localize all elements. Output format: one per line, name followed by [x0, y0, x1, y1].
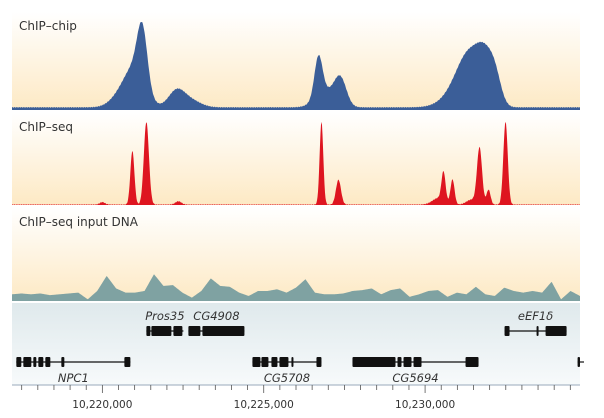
- gene-label: eEF1δ: [518, 309, 553, 323]
- exon: [61, 357, 65, 367]
- gene-CG5694: CG5694: [352, 357, 479, 385]
- exon: [413, 357, 422, 367]
- exon: [16, 357, 22, 367]
- x-tick-label: 10,220,000: [72, 399, 132, 411]
- track-label-chip-chip: ChIP–chip: [19, 19, 77, 33]
- track-label-chip-seq: ChIP–seq: [19, 120, 73, 134]
- exon: [151, 326, 172, 336]
- gene-annotation-track: NPC1 Pros35 CG4908 CG5708 CG5694 eEF1δ: [12, 303, 584, 385]
- gene-eEF1δ: eEF1δ: [504, 309, 567, 336]
- exon: [403, 357, 412, 367]
- x-tick-label: 10,230,000: [395, 399, 455, 411]
- exon: [202, 326, 245, 336]
- gene-partial: [577, 357, 584, 367]
- signal-tracks: [12, 12, 580, 301]
- exon: [252, 357, 261, 367]
- x-axis: 10,220,000 10,225,000 10,230,000: [12, 384, 580, 411]
- exon: [316, 357, 322, 367]
- exon: [291, 357, 294, 367]
- x-tick-label: 10,225,000: [234, 399, 294, 411]
- exon: [188, 326, 201, 336]
- signal-area-input-dna: [12, 274, 580, 301]
- exon: [261, 357, 269, 367]
- exon: [146, 326, 151, 336]
- gene-label: CG4908: [193, 309, 239, 323]
- signal-area-chip-chip: [12, 22, 580, 110]
- gene-label: NPC1: [58, 371, 89, 385]
- exon: [45, 357, 51, 367]
- gene-panel: [12, 303, 580, 385]
- track-label-input-dna: ChIP–seq input DNA: [19, 215, 139, 229]
- gene-CG4908: CG4908: [188, 309, 245, 336]
- gene-label: CG5694: [392, 371, 438, 385]
- exon: [33, 357, 37, 367]
- exon: [545, 326, 567, 336]
- exon: [577, 357, 580, 367]
- exon: [504, 326, 510, 336]
- exon: [397, 357, 402, 367]
- exon: [352, 357, 396, 367]
- gene-Pros35: Pros35: [145, 309, 185, 336]
- exon: [465, 357, 479, 367]
- exon: [124, 357, 131, 367]
- exon: [173, 326, 183, 336]
- exon: [38, 357, 44, 367]
- gene-CG5708: CG5708: [252, 357, 322, 385]
- gene-label: Pros35: [145, 309, 184, 323]
- gene-label: CG5708: [264, 371, 310, 385]
- gene-NPC1: NPC1: [16, 357, 131, 385]
- exon: [279, 357, 289, 367]
- exon: [271, 357, 278, 367]
- exon: [536, 326, 539, 336]
- track-panel-chip-seq: [12, 113, 580, 205]
- exon: [23, 357, 32, 367]
